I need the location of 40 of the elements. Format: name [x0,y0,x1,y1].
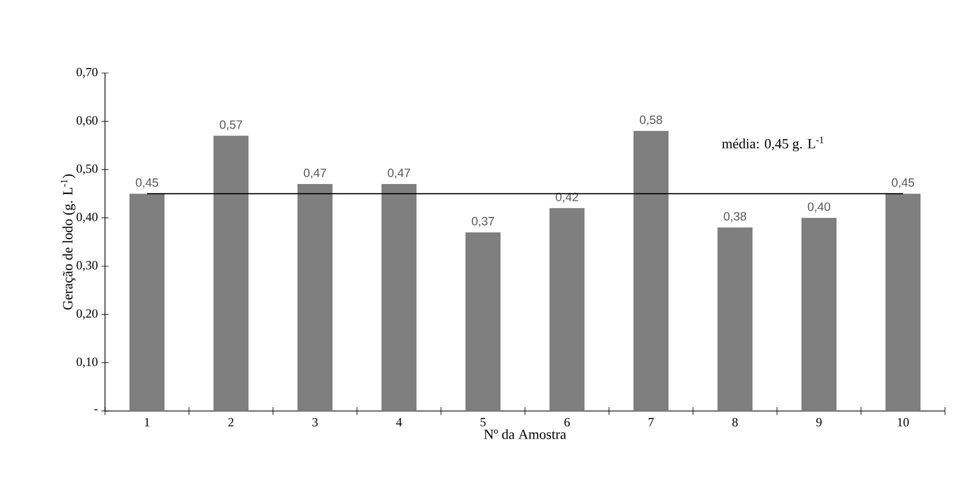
y-tick-label: 0,10 [76,358,98,368]
x-tick-label: 8 [732,418,738,426]
bar [550,208,585,411]
y-tick-label: 0,30 [76,261,98,272]
bar [718,228,753,411]
bar [298,184,333,411]
data-label: 0,47 [388,168,410,179]
y-tick-label: 0,60 [76,116,98,126]
y-tick-label: 0,70 [76,68,98,78]
data-label: 0,38 [724,212,746,222]
data-label: 0,45 [136,178,158,188]
data-label: 0,57 [220,120,242,130]
x-tick-label: 10 [898,418,909,426]
x-axis-title: Nº da Amostra [484,429,566,440]
bar [802,218,837,411]
x-tick-label: 3 [312,418,318,426]
x-tick-label: 4 [396,418,402,426]
x-tick-label: 6 [564,418,570,426]
y-tick-label: 0,40 [76,212,98,223]
x-tick-label: 2 [228,418,234,426]
bar [130,194,165,411]
x-tick-label: 7 [648,418,654,426]
y-tick-label: - [94,409,98,410]
bar [634,130,669,411]
y-axis-title: Geração de lodo (g. L$^{-1}$) [60,174,76,310]
y-tick-label: 0,50 [76,164,98,175]
x-tick-label: 5 [480,418,486,426]
x-tick-label: 9 [816,418,822,426]
bar [382,184,417,411]
data-label: 0,37 [472,216,494,227]
data-label: 0,40 [808,202,830,212]
x-tick-label: 1 [144,418,150,426]
y-tick-label: 0,20 [76,309,98,320]
bar [886,194,921,411]
data-label: 0,58 [640,116,662,126]
data-label: 0,45 [892,178,914,188]
data-label: 0,47 [304,168,326,179]
ref-line-label: média: 0,45 g. L$^{-1}$ [722,136,824,152]
bar [466,232,501,411]
bar [214,136,249,411]
